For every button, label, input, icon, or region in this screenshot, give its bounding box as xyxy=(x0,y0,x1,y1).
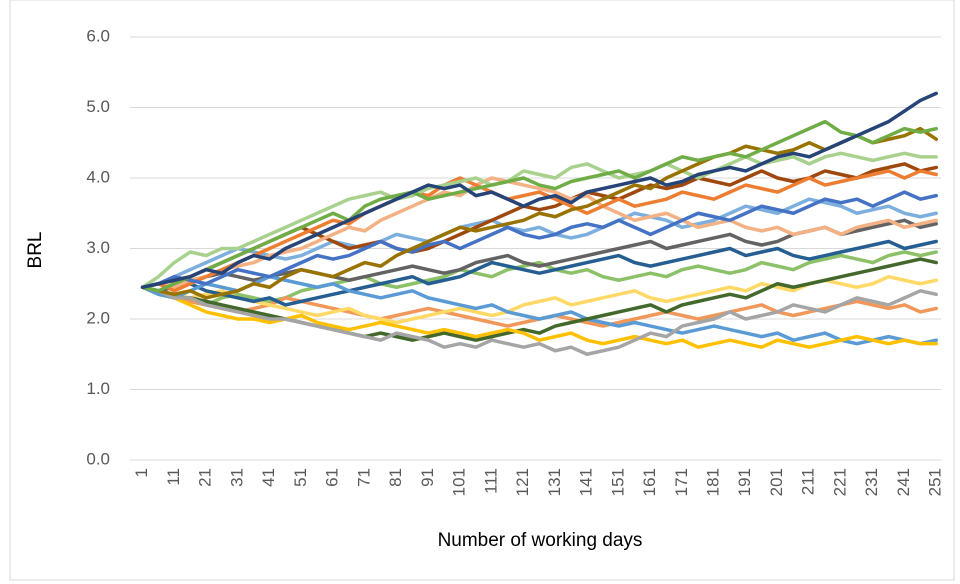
x-tick-label: 231 xyxy=(862,468,881,496)
series-line xyxy=(140,151,938,290)
series-line xyxy=(140,285,938,356)
series-line xyxy=(140,239,938,307)
y-tick-label: 2.0 xyxy=(86,308,110,327)
x-tick-label: 161 xyxy=(640,468,659,496)
x-tick-label: 11 xyxy=(164,468,183,486)
x-tick-label: 71 xyxy=(354,468,373,487)
y-tick-label: 6.0 xyxy=(86,26,110,45)
x-tick-label: 201 xyxy=(767,468,786,496)
y-tick-label: 3.0 xyxy=(86,238,110,257)
y-tick-label: 1.0 xyxy=(86,379,110,398)
x-tick-label: 111 xyxy=(481,468,500,494)
x-tick-label: 211 xyxy=(799,468,818,495)
x-tick-label: 41 xyxy=(259,468,278,487)
x-tick-label: 151 xyxy=(608,468,627,496)
series-line xyxy=(140,274,938,346)
series-line xyxy=(140,169,938,293)
x-tick-label: 141 xyxy=(577,468,596,496)
x-tick-label: 131 xyxy=(545,468,564,496)
x-tick-label: 221 xyxy=(830,468,849,496)
y-tick-label: 4.0 xyxy=(86,167,110,186)
y-tick-label: 0.0 xyxy=(86,449,110,468)
y-tick-label: 5.0 xyxy=(86,97,110,116)
x-tick-label: 21 xyxy=(196,468,215,487)
x-tick-label: 241 xyxy=(894,468,913,496)
x-tick-label: 51 xyxy=(291,468,310,487)
x-tick-label: 171 xyxy=(672,468,691,496)
x-axis-title: Number of working days xyxy=(438,530,643,551)
lines xyxy=(140,91,938,356)
series-line xyxy=(140,285,938,349)
x-tick-label: 181 xyxy=(704,468,723,496)
x-tick-label: 91 xyxy=(418,468,437,487)
x-tick-label: 191 xyxy=(735,468,754,496)
x-tick-label: 251 xyxy=(926,468,945,496)
x-tick-label: 121 xyxy=(513,468,532,496)
series-line xyxy=(140,126,938,300)
x-tick-label: 101 xyxy=(450,468,469,496)
series-line xyxy=(140,91,938,290)
x-tick-label: 31 xyxy=(227,468,246,487)
y-axis-title: BRL xyxy=(25,232,46,269)
series-line xyxy=(140,257,938,342)
series-line xyxy=(140,190,938,290)
x-tick-label: 61 xyxy=(323,468,342,487)
x-tick-label: 1 xyxy=(132,468,151,477)
series-line xyxy=(140,119,938,293)
x-tick-label: 81 xyxy=(386,468,405,487)
